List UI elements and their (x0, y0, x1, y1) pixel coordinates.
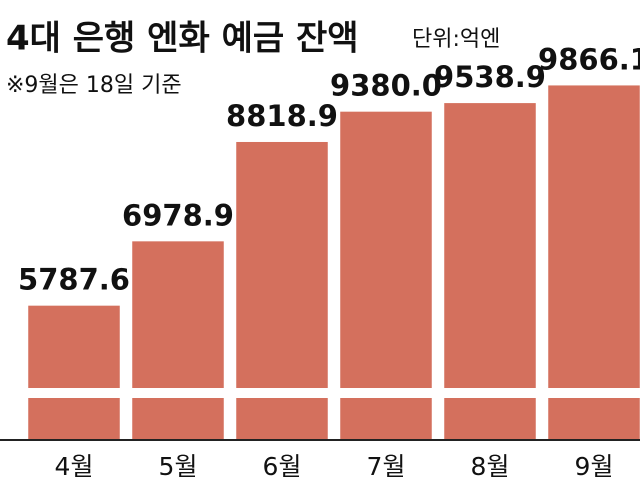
x-tick-label: 8월 (471, 452, 510, 480)
value-label: 8818.9 (226, 99, 338, 133)
value-label: 9538.9 (434, 60, 546, 94)
axis-break (0, 388, 640, 398)
note: ※9월은 18일 기준 (6, 73, 182, 98)
x-tick-label: 9월 (575, 452, 614, 480)
x-tick-label: 6월 (263, 452, 302, 480)
value-label: 9380.0 (330, 69, 442, 103)
value-label: 9866.1 (538, 42, 640, 76)
value-label: 5787.6 (18, 263, 130, 297)
bar (28, 305, 120, 440)
x-tick-label: 4월 (55, 452, 94, 480)
bar (132, 241, 224, 440)
x-tick-label: 7월 (367, 452, 406, 480)
unit-label: 단위:억엔 (412, 27, 500, 52)
x-tick-label: 5월 (159, 452, 198, 480)
bar (444, 103, 536, 441)
value-label: 6978.9 (122, 198, 234, 232)
bar (340, 111, 432, 441)
chart-title: 4대 은행 엔화 예금 잔액 (6, 19, 359, 59)
bar (548, 85, 640, 440)
